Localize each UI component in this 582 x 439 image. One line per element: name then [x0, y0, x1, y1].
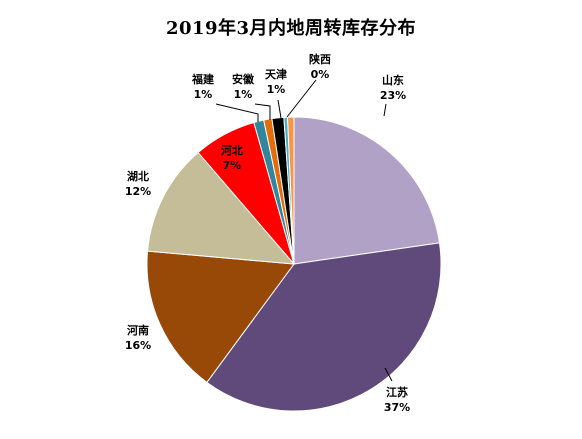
leader-line-天津 [277, 99, 282, 119]
slice-percent-安徽: 1% [234, 88, 253, 101]
pie-slice-湖北 [147, 151, 296, 265]
slice-label-河南: 河南 [127, 323, 149, 337]
pie-slice-unlabeled [287, 116, 295, 265]
slice-percent-天津: 1% [267, 83, 286, 96]
slice-label-陕西: 陕西 [309, 52, 331, 66]
pie-slice-山东 [293, 116, 441, 265]
slice-percent-江苏: 37% [384, 401, 410, 414]
chart-title: 2019年3月内地周转库存分布 [165, 18, 417, 39]
slice-label-天津: 天津 [265, 67, 287, 81]
leader-line-安徽 [254, 103, 271, 120]
pie-slice-江苏 [206, 242, 442, 412]
slice-percent-陕西: 0% [311, 68, 330, 81]
slice-percent-福建: 1% [194, 88, 213, 101]
slice-label-福建: 福建 [191, 72, 215, 86]
slice-percent-湖北: 12% [125, 185, 151, 198]
leader-line-山东 [383, 103, 387, 117]
slice-label-山东: 山东 [382, 73, 404, 87]
leader-line-福建 [215, 103, 259, 122]
slice-percent-山东: 23% [380, 89, 406, 102]
slice-label-河北: 河北 [221, 143, 243, 157]
leader-line-陕西 [286, 79, 317, 118]
slice-percent-河北: 7% [223, 159, 242, 172]
pie-slice-河南 [146, 250, 295, 384]
slice-label-安徽: 安徽 [232, 72, 255, 86]
slice-label-江苏: 江苏 [386, 385, 408, 399]
slice-percent-河南: 16% [125, 339, 151, 352]
leader-line-江苏 [384, 367, 393, 382]
slice-label-湖北: 湖北 [127, 169, 149, 183]
